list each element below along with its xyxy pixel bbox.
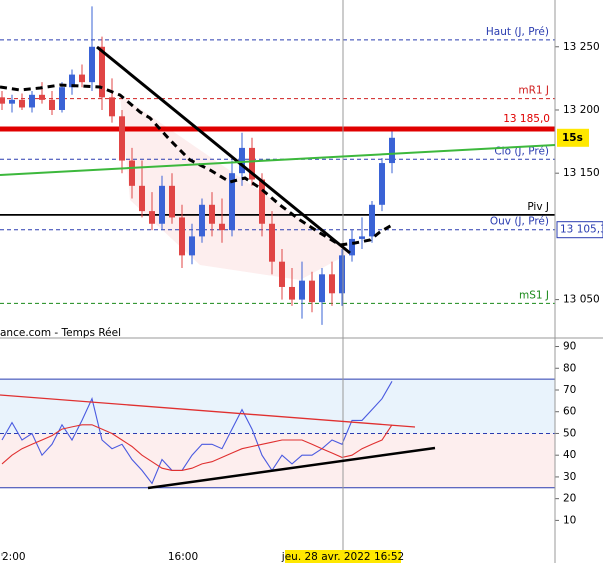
rsi-trend-line	[0, 394, 416, 428]
candle-body	[249, 147, 255, 180]
y-tick-label: 90	[563, 341, 576, 353]
band-upper	[0, 379, 555, 434]
level-value-label: 13 185,0	[503, 113, 550, 125]
candle-body	[239, 147, 245, 174]
candle-body	[229, 173, 235, 231]
candle-body	[179, 217, 185, 256]
rsi-trend-line	[147, 446, 436, 490]
axis-value-label: 13 105,3	[560, 224, 603, 236]
y-tick-label: 80	[563, 362, 576, 374]
candle-body	[0, 97, 5, 104]
candle-body	[339, 255, 345, 294]
candle-body	[19, 99, 25, 108]
candle-body	[369, 204, 375, 237]
candle-body	[209, 204, 215, 224]
y-tick-label: 20	[563, 493, 576, 505]
candle-body	[299, 280, 305, 300]
y-tick-label: 13 150	[563, 167, 600, 179]
countdown-box	[557, 128, 589, 147]
rsi-line	[1, 381, 393, 485]
candle-body	[319, 274, 325, 303]
candle-body	[109, 97, 115, 117]
y-tick-label: 50	[563, 427, 576, 439]
candle-body	[9, 99, 15, 104]
candle-body	[309, 280, 315, 303]
candle-body	[219, 223, 225, 231]
candle-body	[329, 274, 335, 294]
level-label: Haut (J, Pré)	[486, 26, 549, 38]
candle-body	[49, 99, 55, 110]
candle-body	[149, 211, 155, 224]
rsi-panel: 10 20 30 40 50 60 70 80 90 2:00 16:00	[0, 341, 576, 563]
candle-body	[69, 74, 75, 88]
level-label: mS1 J	[519, 289, 549, 301]
trend-line	[96, 45, 351, 255]
y-tick-label: 60	[563, 406, 576, 418]
y-tick-label: 10	[563, 514, 576, 526]
level-label: Piv J	[527, 201, 549, 213]
cursor-label: jeu. 28 avr. 2022 16:52	[281, 551, 404, 563]
candle-body	[259, 179, 265, 224]
moving-average	[0, 83, 393, 247]
candle-body	[119, 116, 125, 161]
candle-body	[279, 261, 285, 287]
candle-body	[39, 94, 45, 100]
y-tick-label: 13 250	[563, 41, 600, 53]
level-label: Ouv (J, Pré)	[490, 216, 549, 228]
candle-body	[269, 223, 275, 262]
candle-body	[389, 137, 395, 164]
candle-body	[99, 46, 105, 98]
candle-body	[359, 236, 365, 239]
candle-body	[169, 185, 175, 218]
axis-value-box	[556, 221, 603, 239]
candle-body	[79, 74, 85, 83]
candle-body	[59, 87, 65, 110]
y-tick-label: 13 050	[563, 294, 600, 306]
x-tick-label: 2:00	[2, 551, 26, 563]
trend-line	[0, 144, 556, 176]
y-tick-label: 30	[563, 471, 576, 483]
cursor-box	[285, 550, 401, 563]
candle-body	[349, 238, 355, 256]
rsi-line	[1, 424, 393, 471]
y-tick-label: 70	[563, 384, 576, 396]
candle-body	[89, 46, 95, 83]
source: ance.com - Temps Réel	[0, 327, 121, 339]
candle-body	[139, 185, 145, 212]
candle-body	[379, 163, 385, 205]
countdown: 15s	[562, 132, 583, 144]
candle-body	[199, 204, 205, 237]
candle-body	[189, 236, 195, 256]
candle-body	[159, 185, 165, 224]
candle-body	[289, 286, 295, 300]
level-label: mR1 J	[518, 85, 549, 97]
x-tick-label: 16:00	[168, 551, 198, 563]
band-lower	[0, 433, 555, 488]
candle-body	[29, 94, 35, 108]
candle-body	[129, 160, 135, 186]
y-tick-label: 13 200	[563, 104, 600, 116]
y-tick-label: 40	[563, 449, 576, 461]
price-panel: 13 250 13 200 13 150 13 050 Haut (J, Pré) mR1…	[0, 6, 603, 325]
